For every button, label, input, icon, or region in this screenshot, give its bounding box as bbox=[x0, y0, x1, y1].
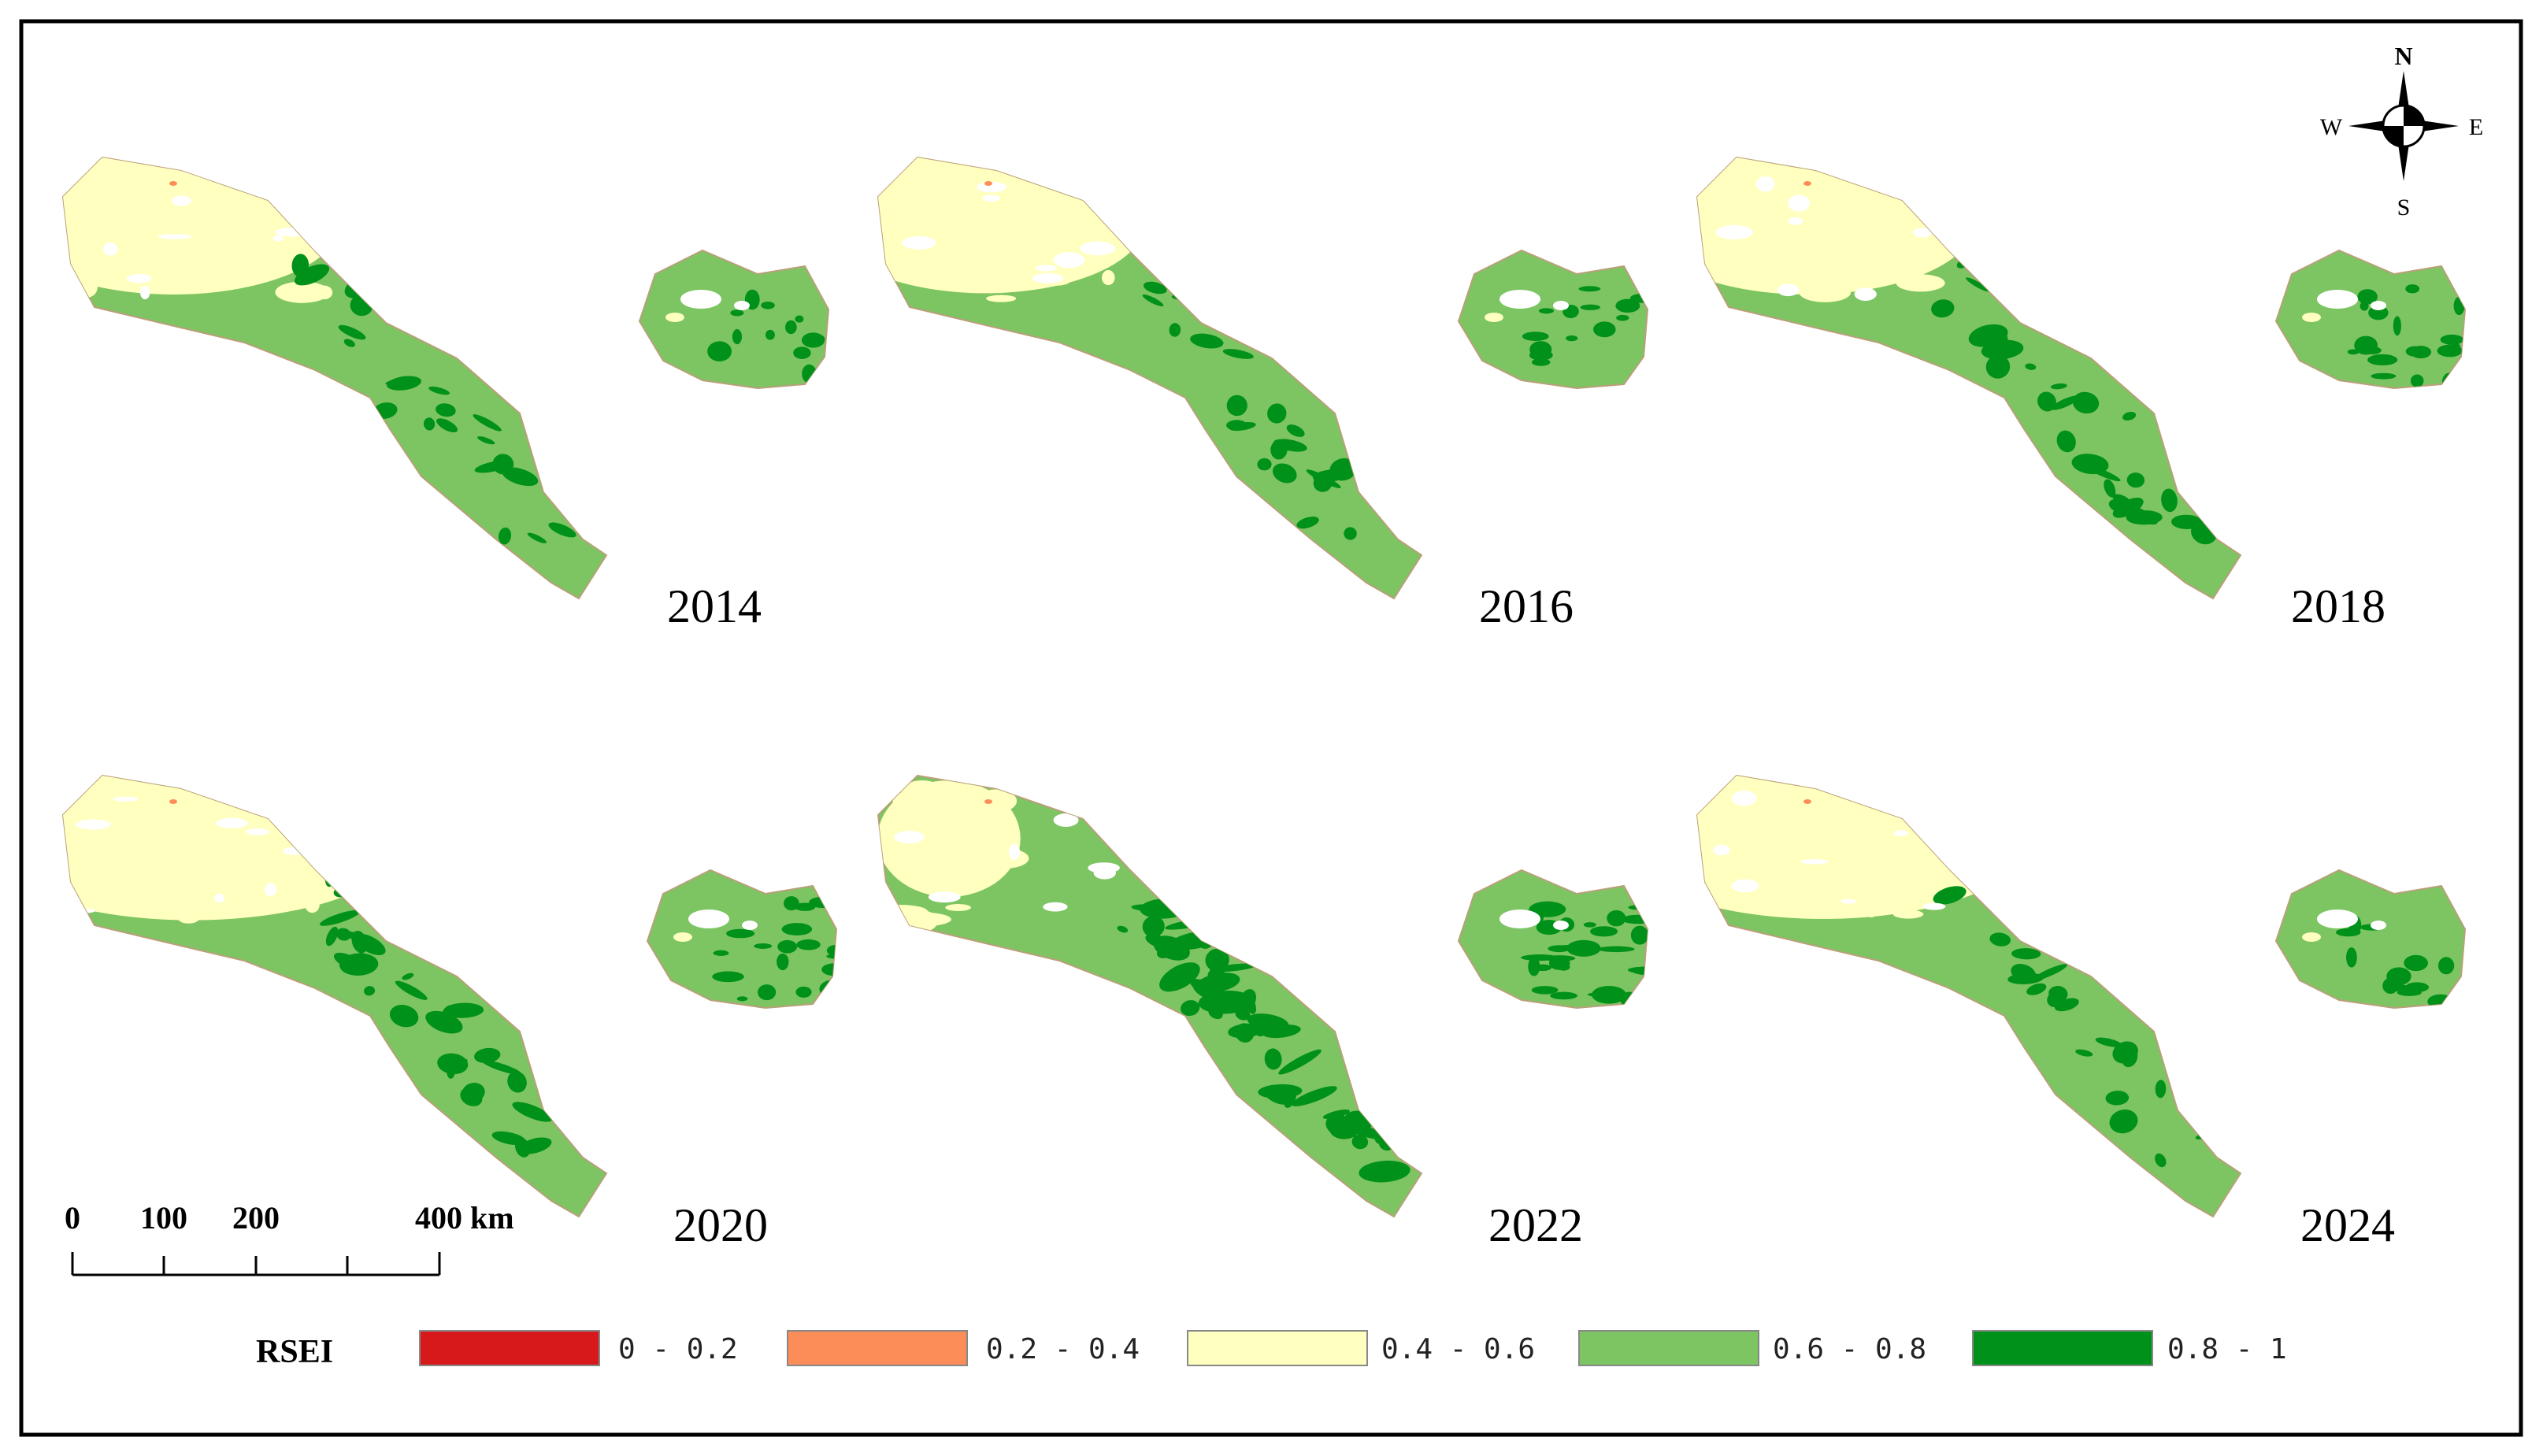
compass-s-label: S bbox=[2397, 195, 2411, 220]
year-label-2018: 2018 bbox=[2291, 580, 2385, 632]
scale-label-0: 0 bbox=[65, 1200, 80, 1236]
map-small-region-2014 bbox=[639, 250, 829, 389]
legend-swatch-3 bbox=[1578, 1330, 1759, 1366]
figure-frame bbox=[19, 19, 2523, 1437]
legend-label-2: 0.4 - 0.6 bbox=[1381, 1333, 1535, 1365]
legend-label-0: 0 - 0.2 bbox=[618, 1333, 738, 1365]
legend-label-3: 0.6 - 0.8 bbox=[1773, 1333, 1926, 1365]
legend-swatch-0 bbox=[419, 1330, 600, 1366]
scale-bar: 0 100 200 400 km bbox=[65, 1200, 514, 1276]
scale-label-200: 200 bbox=[232, 1200, 280, 1236]
year-label-2014: 2014 bbox=[667, 580, 762, 632]
legend-title: RSEI bbox=[256, 1334, 333, 1370]
year-label-2016: 2016 bbox=[1479, 580, 1574, 632]
compass-n-label: N bbox=[2394, 42, 2412, 70]
scale-label-100: 100 bbox=[140, 1200, 187, 1236]
compass-e-label: E bbox=[2469, 114, 2483, 140]
year-label-2022: 2022 bbox=[1488, 1199, 1583, 1251]
map-small-region-2018 bbox=[2275, 250, 2466, 389]
map-small-region-2016 bbox=[1458, 250, 1648, 389]
legend-label-4: 0.8 - 1 bbox=[2167, 1333, 2287, 1365]
legend-swatch-1 bbox=[787, 1330, 968, 1366]
map-small-region-2024 bbox=[2275, 869, 2466, 1009]
legend-swatch-4 bbox=[1972, 1330, 2153, 1366]
legend: RSEI 0 - 0.2 0.2 - 0.4 0.4 - 0.6 0.6 - 0… bbox=[256, 1330, 2287, 1370]
year-label-2020: 2020 bbox=[673, 1199, 768, 1251]
legend-label-1: 0.2 - 0.4 bbox=[986, 1333, 1140, 1365]
compass-w-label: W bbox=[2320, 114, 2343, 140]
scale-label-400: 400 km bbox=[415, 1200, 514, 1236]
year-label-2024: 2024 bbox=[2300, 1199, 2395, 1251]
legend-swatch-2 bbox=[1187, 1330, 1368, 1366]
north-arrow-icon: N S E W bbox=[2320, 42, 2483, 220]
